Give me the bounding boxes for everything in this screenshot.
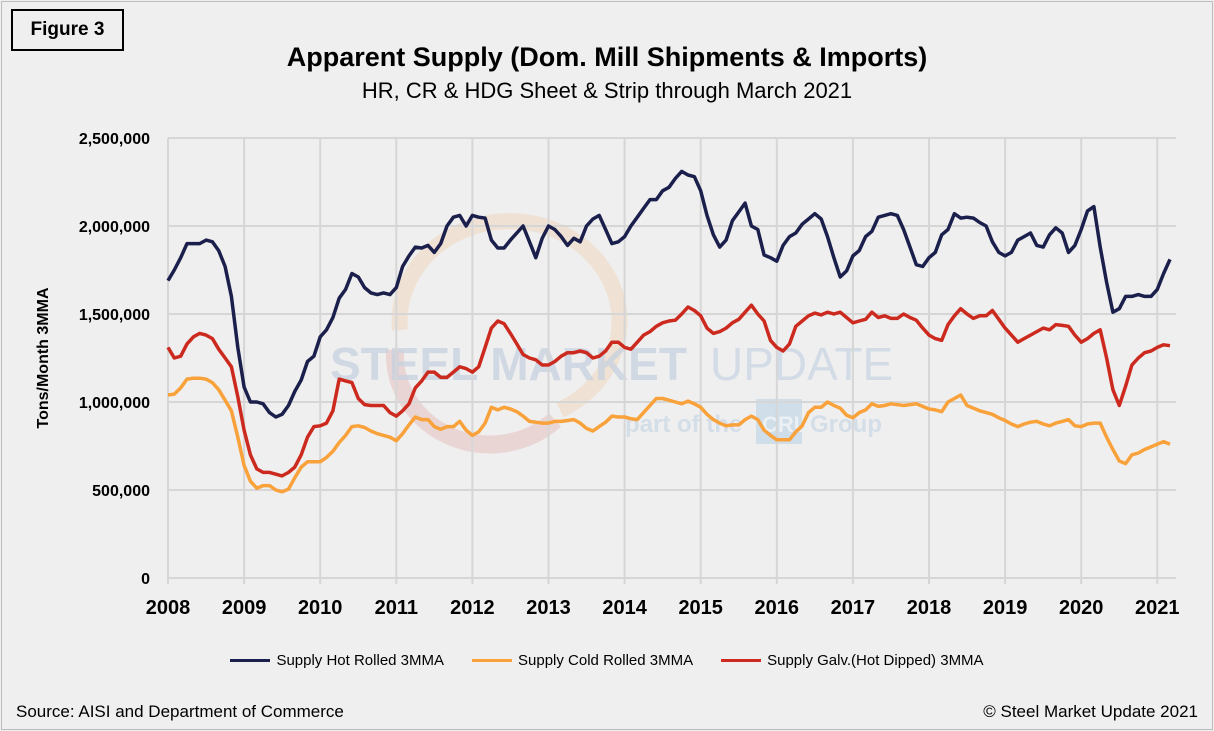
- legend-swatch: [230, 659, 271, 662]
- x-tick-label: 2011: [375, 597, 418, 619]
- y-tick-label: 1,000,000: [79, 395, 150, 412]
- y-tick-label: 500,000: [92, 483, 150, 500]
- x-tick-label: 2020: [1059, 597, 1104, 619]
- figure-label: Figure 3: [11, 9, 124, 51]
- legend-item-cold-rolled: Supply Cold Rolled 3MMA: [472, 652, 693, 669]
- series-line-hot-rolled: [166, 169, 1172, 419]
- copyright-note: © Steel Market Update 2021: [983, 702, 1198, 721]
- legend-item-hot-rolled: Supply Hot Rolled 3MMA: [230, 652, 444, 669]
- legend-label: Supply Galv.(Hot Dipped) 3MMA: [767, 652, 984, 669]
- source-note: Source: AISI and Department of Commerce: [16, 702, 344, 721]
- watermark-text-light: UPDATE: [710, 338, 893, 390]
- y-tick-label: 0: [141, 571, 150, 588]
- x-tick-label: 2012: [450, 597, 495, 619]
- x-tick-label: 2017: [831, 597, 876, 619]
- x-tick-label: 2016: [755, 597, 800, 619]
- chart-subtitle: HR, CR & HDG Sheet & Strip through March…: [361, 78, 853, 103]
- x-tick-label: 2019: [983, 597, 1028, 619]
- x-tick-label: 2021: [1135, 597, 1180, 619]
- legend: Supply Hot Rolled 3MMA Supply Cold Rolle…: [0, 652, 1214, 669]
- legend-label: Supply Cold Rolled 3MMA: [518, 652, 694, 669]
- x-tick-label: 2013: [526, 597, 571, 619]
- series-line-cold-rolled: [167, 376, 1171, 494]
- legend-item-galvanized: Supply Galv.(Hot Dipped) 3MMA: [721, 652, 984, 669]
- series-line-galvanized: [166, 303, 1171, 478]
- x-tick-label: 2014: [602, 597, 647, 619]
- x-tick-label: 2008: [146, 597, 191, 619]
- legend-swatch: [472, 659, 513, 662]
- steel-market-update-watermark-logo: STEEL MARKET UPDATE part of the CRU Grou…: [330, 213, 893, 454]
- y-tick-label: 2,000,000: [79, 219, 150, 236]
- x-tick-label: 2015: [678, 597, 723, 619]
- x-tick-label: 2018: [907, 597, 952, 619]
- y-tick-label: 1,500,000: [79, 307, 150, 324]
- x-tick-label: 2009: [222, 597, 267, 619]
- legend-swatch: [721, 659, 762, 662]
- legend-label: Supply Hot Rolled 3MMA: [276, 652, 445, 669]
- y-tick-label: 2,500,000: [79, 131, 150, 148]
- x-tick-label: 2010: [298, 597, 343, 619]
- chart-title: Apparent Supply (Dom. Mill Shipments & I…: [286, 42, 928, 72]
